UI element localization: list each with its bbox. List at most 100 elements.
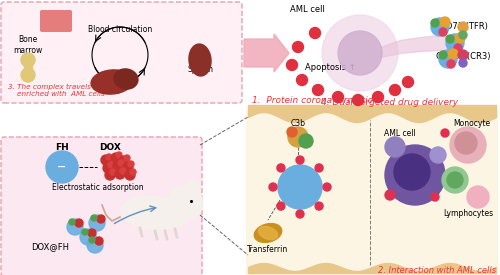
Circle shape	[46, 151, 78, 183]
Text: C3b: C3b	[290, 119, 306, 128]
Ellipse shape	[120, 195, 190, 231]
Text: AML cell: AML cell	[384, 128, 416, 138]
Circle shape	[106, 154, 112, 160]
Circle shape	[352, 95, 364, 106]
Circle shape	[332, 92, 344, 103]
Circle shape	[75, 219, 83, 227]
Circle shape	[130, 169, 136, 175]
Circle shape	[296, 156, 304, 164]
Circle shape	[467, 186, 489, 208]
Circle shape	[439, 51, 447, 59]
Circle shape	[450, 127, 486, 163]
Text: Lymphocytes: Lymphocytes	[443, 208, 493, 218]
Circle shape	[454, 44, 462, 52]
Circle shape	[442, 167, 468, 193]
Circle shape	[315, 202, 323, 210]
Circle shape	[101, 155, 111, 165]
Circle shape	[312, 84, 324, 95]
Circle shape	[91, 215, 97, 221]
Text: Liver: Liver	[102, 87, 122, 97]
Circle shape	[402, 76, 413, 87]
Text: Transferrin: Transferrin	[248, 244, 288, 254]
Circle shape	[110, 169, 116, 175]
Circle shape	[167, 185, 203, 221]
Circle shape	[431, 19, 439, 27]
Circle shape	[447, 60, 455, 68]
Circle shape	[323, 183, 331, 191]
Text: DOX: DOX	[99, 142, 121, 152]
Circle shape	[113, 161, 123, 171]
Circle shape	[118, 160, 124, 166]
Circle shape	[82, 229, 88, 235]
Text: Monocyte: Monocyte	[454, 119, 490, 128]
Circle shape	[446, 35, 454, 43]
Circle shape	[95, 237, 103, 245]
Circle shape	[277, 164, 285, 172]
Text: −: −	[58, 162, 66, 172]
Circle shape	[80, 229, 96, 245]
Circle shape	[296, 210, 304, 218]
Circle shape	[440, 17, 450, 27]
Circle shape	[185, 180, 201, 196]
Circle shape	[431, 18, 449, 36]
Circle shape	[315, 164, 323, 172]
Text: CD11b (CR3): CD11b (CR3)	[436, 53, 490, 62]
Circle shape	[455, 33, 465, 43]
Circle shape	[277, 202, 285, 210]
Circle shape	[296, 75, 308, 86]
Circle shape	[288, 127, 308, 147]
FancyBboxPatch shape	[246, 108, 498, 275]
Circle shape	[439, 50, 457, 68]
Text: Spleen: Spleen	[187, 65, 213, 75]
Text: 2. Interaction with AML cells: 2. Interaction with AML cells	[378, 266, 496, 275]
Circle shape	[431, 193, 439, 201]
Circle shape	[385, 137, 405, 157]
Circle shape	[439, 28, 447, 36]
Text: Blood circulation: Blood circulation	[88, 26, 152, 34]
Ellipse shape	[258, 226, 278, 240]
Circle shape	[278, 165, 322, 209]
Circle shape	[441, 129, 449, 137]
FancyBboxPatch shape	[40, 10, 72, 32]
Circle shape	[385, 145, 445, 205]
Circle shape	[115, 169, 125, 179]
Circle shape	[287, 127, 297, 137]
Text: CD71 (TFR): CD71 (TFR)	[440, 23, 488, 32]
Circle shape	[108, 162, 114, 168]
Circle shape	[455, 132, 477, 154]
Circle shape	[390, 84, 400, 95]
Circle shape	[103, 163, 113, 173]
Circle shape	[372, 92, 384, 103]
Circle shape	[128, 161, 134, 167]
Circle shape	[338, 31, 382, 75]
Text: 1.  Protein corona formation: 1. Protein corona formation	[252, 96, 379, 105]
Circle shape	[21, 68, 35, 82]
Ellipse shape	[114, 69, 138, 89]
Circle shape	[292, 42, 304, 53]
Circle shape	[299, 134, 313, 148]
Circle shape	[97, 215, 105, 223]
Circle shape	[67, 219, 83, 235]
Circle shape	[125, 170, 135, 180]
Circle shape	[385, 190, 395, 200]
Circle shape	[111, 153, 121, 163]
FancyBboxPatch shape	[1, 137, 202, 275]
Circle shape	[269, 183, 277, 191]
Circle shape	[116, 152, 122, 158]
Text: Apoptosis ↑: Apoptosis ↑	[304, 62, 356, 72]
Text: Bone
marrow: Bone marrow	[14, 35, 42, 55]
Text: Electrostatic adsorption: Electrostatic adsorption	[52, 183, 144, 191]
Circle shape	[310, 28, 320, 38]
Circle shape	[459, 59, 467, 67]
Text: 4. Dual-targeted drug delivery: 4. Dual-targeted drug delivery	[322, 98, 458, 107]
Circle shape	[119, 156, 129, 166]
FancyBboxPatch shape	[1, 2, 242, 103]
Circle shape	[322, 15, 398, 91]
Circle shape	[394, 154, 430, 190]
Circle shape	[105, 170, 115, 180]
Circle shape	[446, 34, 464, 52]
Circle shape	[459, 31, 467, 39]
Circle shape	[447, 172, 463, 188]
Circle shape	[286, 59, 298, 70]
Ellipse shape	[91, 70, 133, 94]
